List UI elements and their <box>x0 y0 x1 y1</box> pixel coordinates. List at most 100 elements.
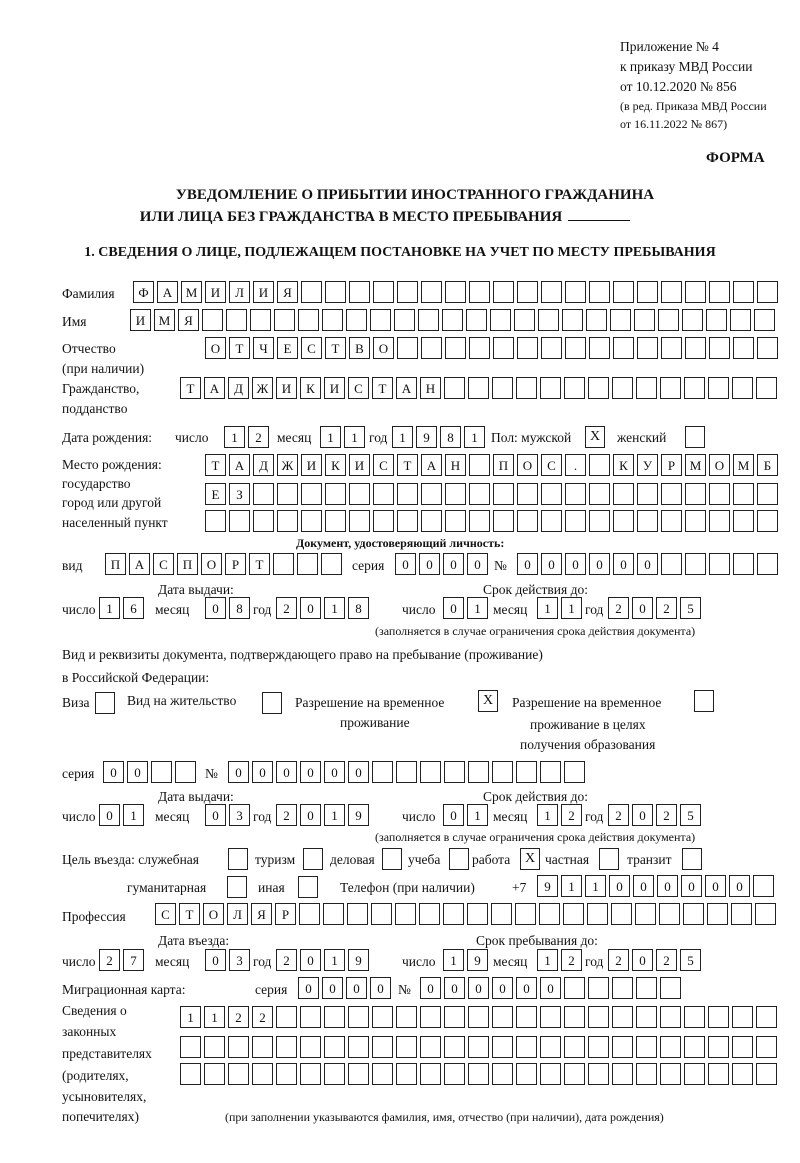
char-box[interactable]: 8 <box>440 426 461 448</box>
char-box[interactable] <box>517 337 538 359</box>
char-box[interactable]: Б <box>757 454 778 476</box>
char-box[interactable] <box>540 377 561 399</box>
char-box[interactable] <box>540 1006 561 1028</box>
char-box[interactable] <box>514 309 535 331</box>
purpose-work-checkbox[interactable]: X <box>520 848 540 870</box>
char-box[interactable]: 0 <box>517 553 538 575</box>
char-box[interactable] <box>420 761 441 783</box>
char-box[interactable]: 2 <box>608 949 629 971</box>
char-box[interactable] <box>709 337 730 359</box>
char-box[interactable] <box>469 510 490 532</box>
char-box[interactable] <box>394 309 415 331</box>
char-box[interactable]: О <box>205 337 226 359</box>
char-box[interactable] <box>756 1036 777 1058</box>
char-box[interactable] <box>420 1063 441 1085</box>
char-box[interactable] <box>541 337 562 359</box>
char-box[interactable] <box>540 1063 561 1085</box>
char-box[interactable]: 1 <box>99 597 120 619</box>
char-box[interactable]: К <box>613 454 634 476</box>
char-box[interactable] <box>325 483 346 505</box>
char-box[interactable]: А <box>157 281 178 303</box>
char-box[interactable] <box>636 1036 657 1058</box>
char-box[interactable] <box>175 761 196 783</box>
char-box[interactable] <box>757 337 778 359</box>
char-box[interactable] <box>733 510 754 532</box>
char-box[interactable] <box>421 281 442 303</box>
char-box[interactable]: О <box>517 454 538 476</box>
char-box[interactable] <box>588 1063 609 1085</box>
char-box[interactable] <box>493 510 514 532</box>
char-box[interactable]: Ч <box>253 337 274 359</box>
char-box[interactable]: П <box>105 553 126 575</box>
char-box[interactable]: К <box>325 454 346 476</box>
char-box[interactable] <box>706 309 727 331</box>
char-box[interactable] <box>493 337 514 359</box>
char-box[interactable] <box>349 483 370 505</box>
char-box[interactable]: А <box>129 553 150 575</box>
char-box[interactable] <box>756 377 777 399</box>
char-box[interactable]: 0 <box>632 804 653 826</box>
char-box[interactable]: 0 <box>205 804 226 826</box>
char-box[interactable] <box>226 309 247 331</box>
char-box[interactable] <box>229 510 250 532</box>
purpose-humanitarian-checkbox[interactable] <box>227 876 247 898</box>
char-box[interactable] <box>490 309 511 331</box>
char-box[interactable]: И <box>324 377 345 399</box>
char-box[interactable]: 0 <box>276 761 297 783</box>
edu-residence-checkbox[interactable] <box>694 690 714 712</box>
char-box[interactable] <box>492 377 513 399</box>
char-box[interactable] <box>372 1006 393 1028</box>
char-box[interactable] <box>661 510 682 532</box>
char-box[interactable]: Р <box>225 553 246 575</box>
char-box[interactable] <box>323 903 344 925</box>
char-box[interactable] <box>731 903 752 925</box>
char-box[interactable]: 0 <box>300 949 321 971</box>
char-box[interactable] <box>396 1006 417 1028</box>
char-box[interactable]: Т <box>325 337 346 359</box>
char-box[interactable] <box>682 309 703 331</box>
char-box[interactable] <box>397 337 418 359</box>
char-box[interactable]: 0 <box>613 553 634 575</box>
char-box[interactable] <box>634 309 655 331</box>
purpose-other-checkbox[interactable] <box>298 876 318 898</box>
char-box[interactable]: О <box>373 337 394 359</box>
char-box[interactable]: 9 <box>348 804 369 826</box>
char-box[interactable] <box>204 1063 225 1085</box>
char-box[interactable] <box>516 377 537 399</box>
char-box[interactable] <box>757 483 778 505</box>
char-box[interactable]: П <box>493 454 514 476</box>
char-box[interactable] <box>372 761 393 783</box>
char-box[interactable] <box>541 483 562 505</box>
char-box[interactable] <box>469 281 490 303</box>
char-box[interactable] <box>637 483 658 505</box>
char-box[interactable] <box>565 510 586 532</box>
char-box[interactable] <box>661 483 682 505</box>
char-box[interactable]: Я <box>277 281 298 303</box>
char-box[interactable] <box>445 483 466 505</box>
char-box[interactable]: Н <box>445 454 466 476</box>
char-box[interactable]: Т <box>179 903 200 925</box>
char-box[interactable]: 1 <box>324 597 345 619</box>
char-box[interactable] <box>277 510 298 532</box>
char-box[interactable]: 2 <box>252 1006 273 1028</box>
char-box[interactable]: О <box>203 903 224 925</box>
char-box[interactable]: 0 <box>609 875 630 897</box>
char-box[interactable] <box>469 483 490 505</box>
char-box[interactable] <box>373 281 394 303</box>
char-box[interactable] <box>565 281 586 303</box>
char-box[interactable] <box>589 454 610 476</box>
char-box[interactable]: И <box>130 309 151 331</box>
char-box[interactable] <box>661 337 682 359</box>
char-box[interactable]: 0 <box>633 875 654 897</box>
char-box[interactable] <box>297 553 318 575</box>
char-box[interactable] <box>733 553 754 575</box>
char-box[interactable]: 0 <box>300 597 321 619</box>
visa-checkbox[interactable] <box>95 692 115 714</box>
char-box[interactable]: Л <box>227 903 248 925</box>
char-box[interactable] <box>708 1036 729 1058</box>
char-box[interactable] <box>683 903 704 925</box>
